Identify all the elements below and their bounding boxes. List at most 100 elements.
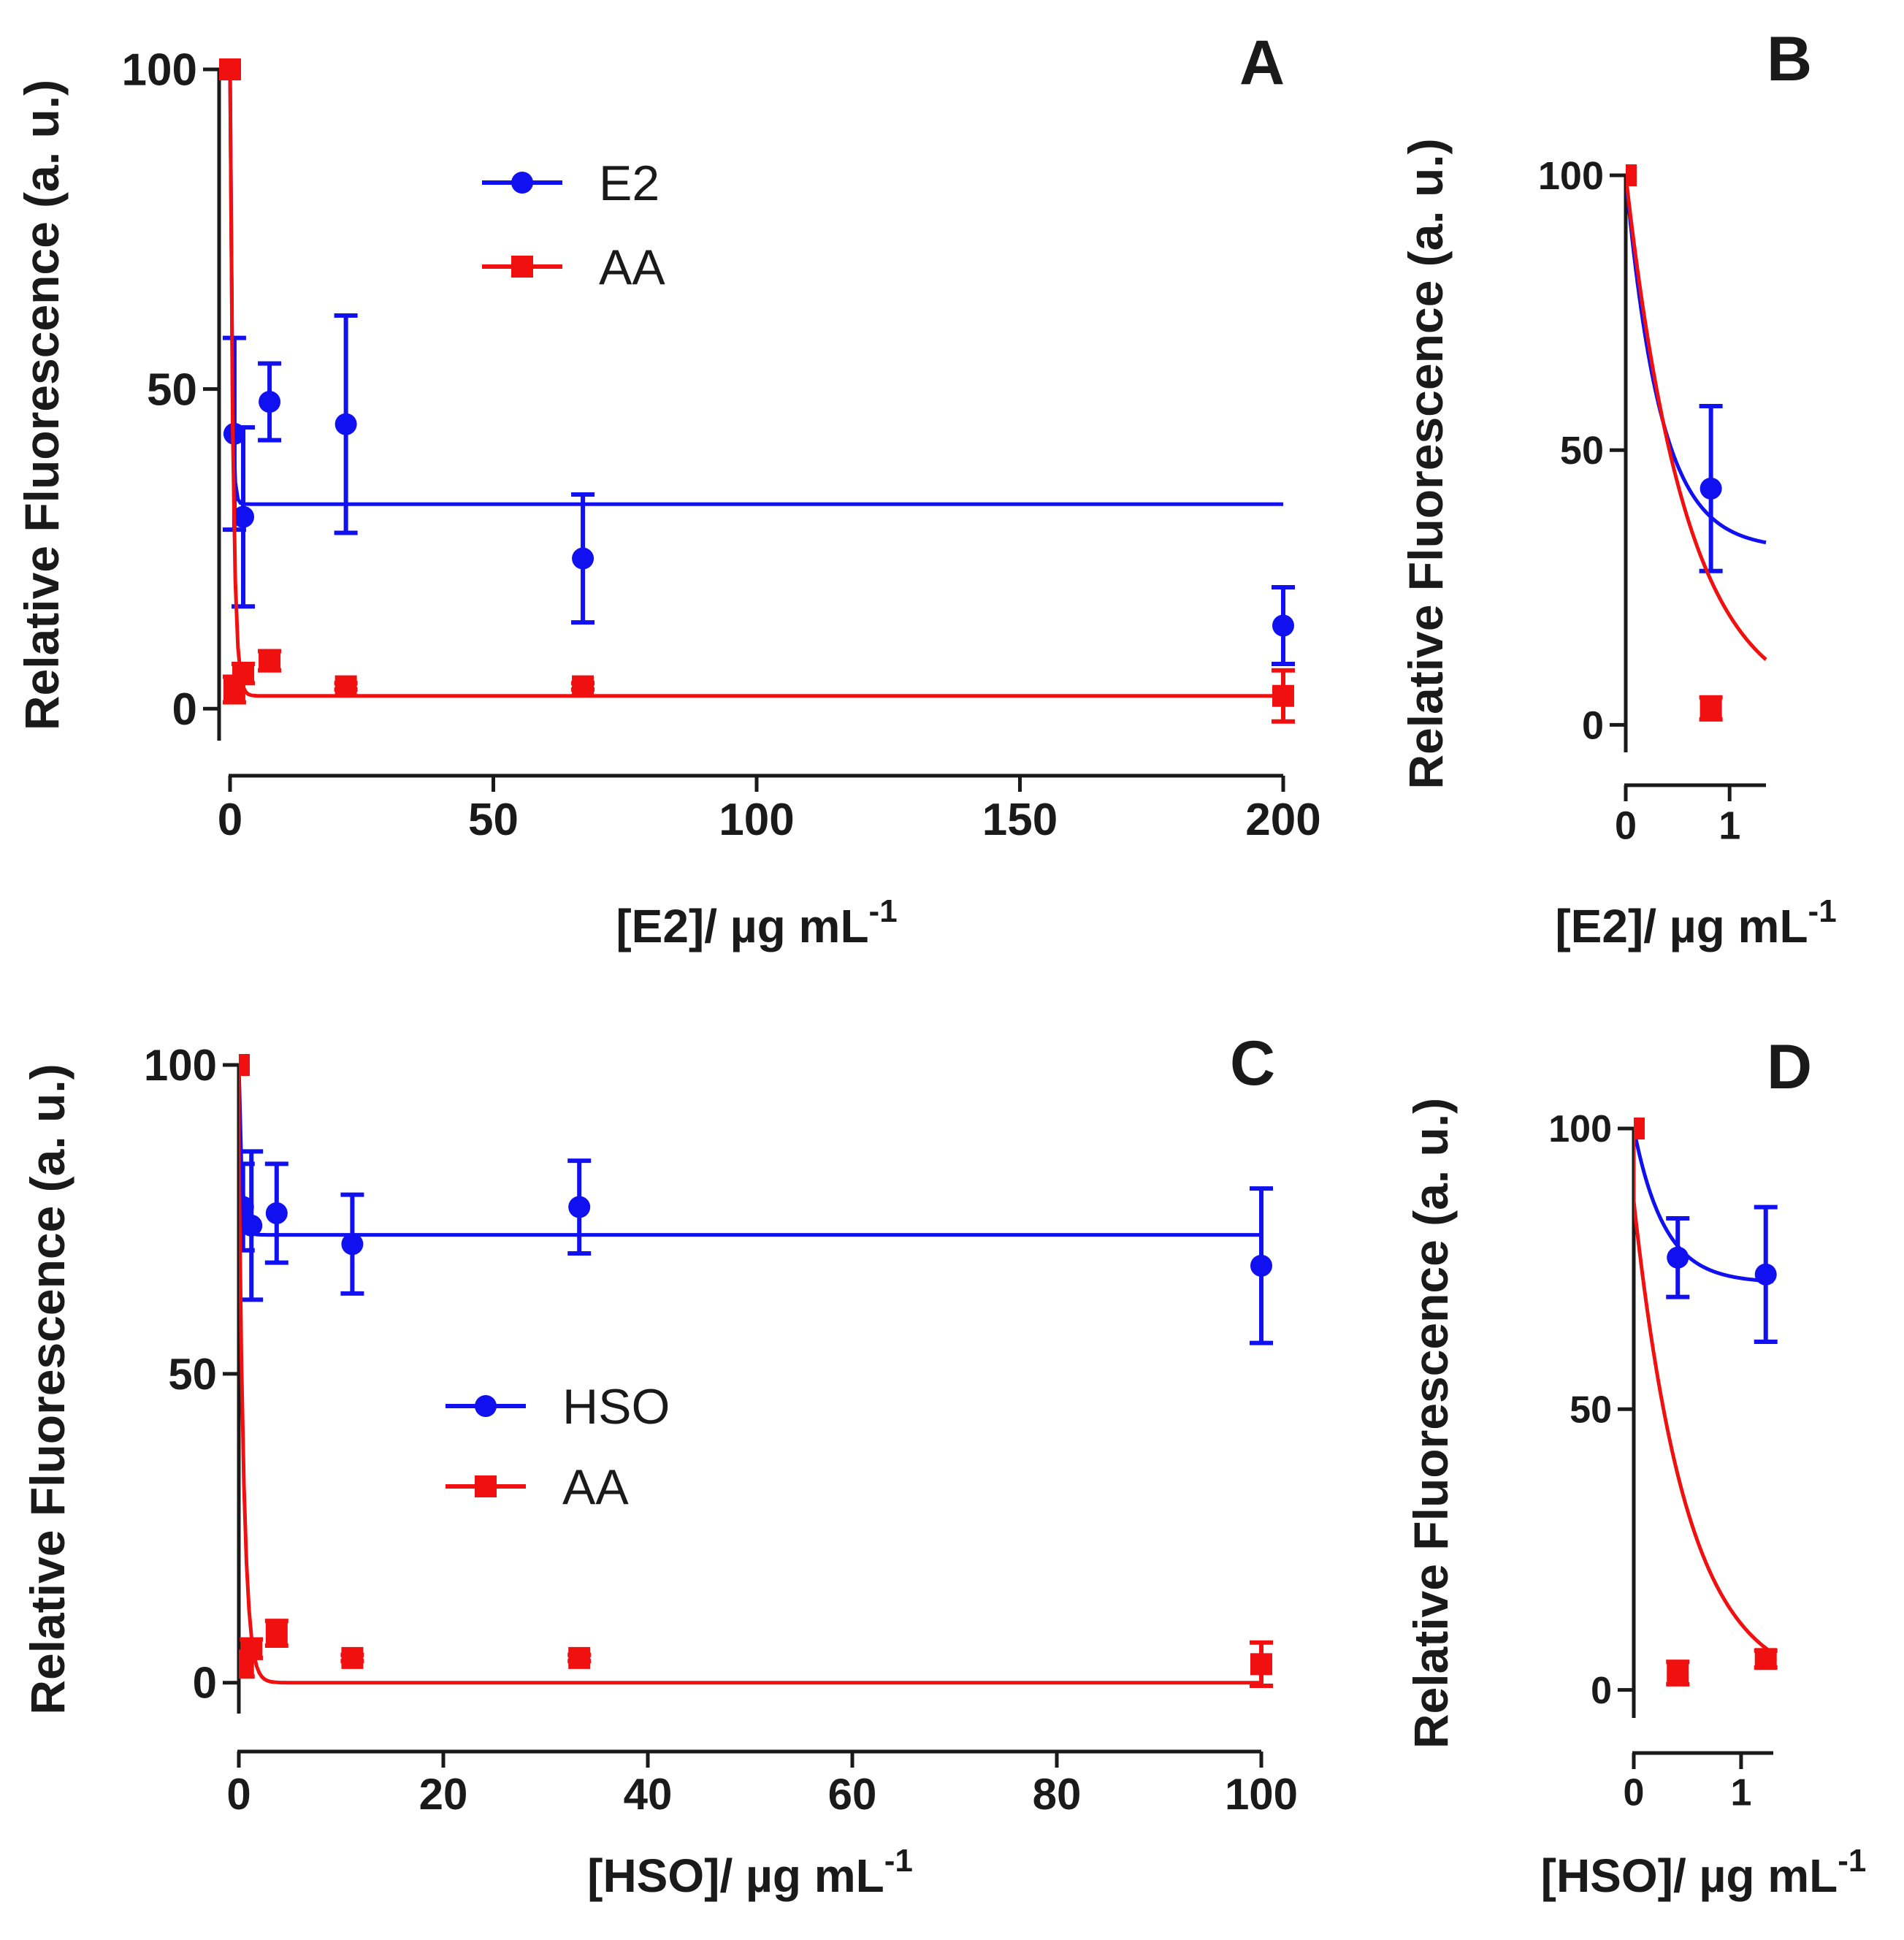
legend-item-aa: AA [446,1459,629,1515]
legend-label: AA [599,240,665,295]
y-tick-label: 0 [1591,1670,1612,1712]
data-point [568,1196,591,1218]
x-tick-label: 50 [468,795,519,845]
data-point [240,1638,263,1660]
x-axis-title-exponent: -1 [884,1843,913,1879]
x-axis-title-exponent: -1 [869,893,898,929]
data-point [1754,1648,1777,1670]
data-point [334,675,357,698]
plot-area [219,58,1295,724]
x-tick-label: 0 [226,1770,251,1819]
x-tick-label: 80 [1033,1770,1082,1819]
y-tick-label: 100 [122,45,197,96]
data-point [1272,614,1294,637]
series-aa [1626,164,1767,722]
legend-label: HSO [562,1379,670,1435]
panel-letter: B [1767,24,1812,94]
legend-item-hso: HSO [446,1379,670,1435]
x-axis-title-main: [E2]/ µg mL [1555,900,1808,952]
x-axis-title-main: [HSO]/ µg mL [587,1849,884,1902]
x-axis-title-main: [HSO]/ µg mL [1541,1849,1838,1902]
x-tick-label: 1 [1718,803,1740,847]
fit-curve [239,1064,1261,1237]
plot-area [239,1054,1273,1688]
legend-label: E2 [599,156,659,211]
y-tick-label: 50 [1570,1389,1612,1431]
data-point [259,649,281,672]
panel-a: 0 50 100 0 50 100 150 200 Relative Fluorescence … [15,28,1321,952]
data-point [232,505,255,528]
legend: HSO AA [446,1379,670,1515]
data-point [572,675,594,698]
x-tick-label: 100 [719,795,794,845]
x-axis-title: [HSO]/ µg mL-1 [587,1843,913,1902]
data-point [232,662,255,685]
data-point [1250,1254,1272,1277]
y-tick-label: 0 [1582,703,1604,747]
fit-curve [1634,1129,1775,1656]
fit-curve [239,1065,1261,1685]
y-tick-label: 100 [1548,1108,1612,1150]
data-point [1667,1246,1689,1269]
legend-label: AA [562,1459,629,1515]
x-tick-label: 200 [1245,795,1320,845]
x-axis-title: [HSO]/ µg mL-1 [1541,1843,1867,1902]
data-point [341,1646,364,1669]
data-point [568,1646,591,1669]
data-point [1272,684,1294,707]
x-axis-title-main: [E2]/ µg mL [616,900,868,952]
y-axis-title: Relative Fluorescence (a. u.) [1404,1098,1458,1749]
x-tick-label: 60 [828,1770,877,1819]
x-tick-label: 20 [419,1770,468,1819]
panel-d: 0 50 100 0 1 Relative Fluorescence (a. u.) [HS… [1404,1032,1866,1902]
y-tick-label: 0 [172,684,197,735]
data-point [1626,164,1637,186]
y-axis-title: Relative Fluorescence (a. u.) [15,80,69,730]
series-e2 [219,58,1295,666]
fit-curve [228,69,1283,698]
data-point [341,1233,364,1256]
data-point [1754,1263,1777,1286]
x-tick-label: 0 [1615,803,1637,847]
y-tick-label: 50 [168,1350,217,1399]
legend-item-e2: E2 [482,156,659,211]
data-point [1250,1653,1272,1676]
fit-curve [1626,175,1767,545]
plot-area [1634,1118,1778,1687]
x-tick-label: 150 [982,795,1058,845]
legend-item-aa: AA [482,240,665,295]
legend-marker [475,1395,497,1417]
data-point [572,547,594,570]
data-point [1667,1662,1689,1684]
legend-marker [475,1475,497,1497]
data-point [265,1622,288,1645]
fit-curve [228,69,1283,506]
panel-letter: C [1230,1028,1275,1099]
panel-c: 0 50 100 0 20 40 60 80 100 Relative Fluorescence … [20,1028,1298,1902]
series-aa [239,1054,1273,1688]
data-point [259,391,281,413]
data-point [240,1214,263,1237]
x-axis-title-exponent: -1 [1838,1843,1866,1879]
y-axis-title: Relative Fluorescence (a. u.) [20,1063,74,1714]
data-point [219,58,241,80]
x-axis-title-exponent: -1 [1808,893,1837,929]
data-point [265,1202,288,1224]
fit-curve [1626,175,1767,661]
plot-area [1626,164,1767,722]
data-point [1700,697,1722,719]
y-tick-label: 50 [147,364,197,415]
data-point [239,1054,250,1076]
legend-marker [511,172,533,194]
data-point [334,413,357,435]
data-point [1700,477,1722,500]
x-tick-label: 100 [1225,1770,1298,1819]
series-aa [219,58,1295,724]
panel-letter: D [1767,1032,1812,1102]
series-hso [1634,1118,1778,1345]
fit-curve [1634,1128,1773,1283]
x-tick-label: 0 [218,795,242,845]
panel-letter: A [1239,28,1285,98]
x-tick-label: 0 [1624,1771,1645,1814]
